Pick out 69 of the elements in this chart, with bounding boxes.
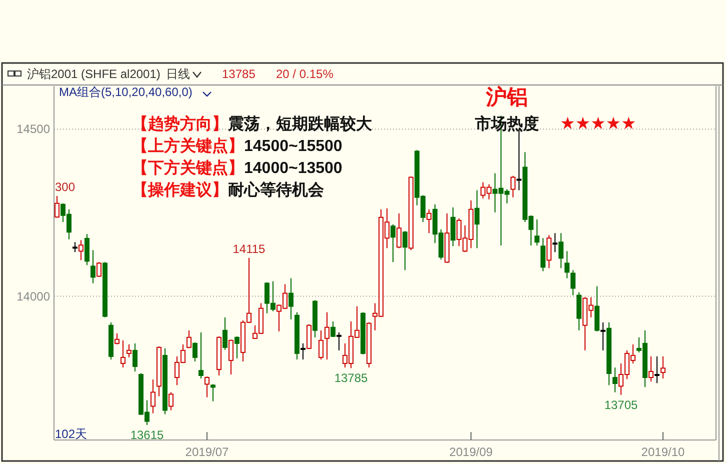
text: 13785: [222, 67, 256, 81]
candlestick: [54, 195, 60, 218]
candlestick: [288, 278, 294, 320]
candlestick: [450, 206, 456, 247]
candlestick: [564, 250, 570, 279]
y-tick-label: 14500: [16, 122, 50, 136]
candlestick: [132, 342, 138, 372]
annotation: MA组合(5,10,20,40,60,0): [59, 85, 192, 99]
candlestick: [330, 320, 336, 338]
annotation: 【操作建议】耐心等待机会: [132, 180, 325, 199]
candlestick: [396, 212, 402, 249]
candlestick: [402, 230, 408, 271]
candlestick: [552, 232, 558, 253]
text: 沪铝2001 (SHFE al2001): [27, 67, 160, 81]
text: 日线: [166, 67, 190, 81]
candlestick: [90, 250, 96, 284]
candlestick: [192, 342, 198, 362]
candlestick: [84, 234, 90, 266]
candlestick: [546, 234, 552, 269]
candlestick: [540, 238, 546, 272]
candlestick: [600, 322, 606, 351]
x-tick-label: 2019/07: [185, 445, 230, 459]
candlestick: [228, 339, 234, 375]
candlestick: [576, 292, 582, 331]
candlestick: [426, 208, 432, 234]
annotation: 13705: [604, 398, 638, 412]
x-tick-label: 2019/09: [449, 445, 494, 459]
candlestick: [186, 330, 192, 349]
y-tick-label: 14000: [16, 289, 50, 304]
candlestick: [324, 312, 330, 360]
candlestick: [114, 332, 120, 345]
candlestick: [72, 242, 78, 253]
annotation: 14115: [232, 242, 266, 256]
candlestick: [204, 376, 210, 398]
annotation: 300: [55, 180, 76, 194]
candlestick: [612, 366, 618, 393]
candlestick: [654, 356, 660, 384]
chart-title: 沪铝: [485, 85, 528, 109]
candlestick: [660, 356, 666, 379]
candlestick: [126, 344, 132, 358]
candlestick: [96, 262, 102, 278]
annotation: 【下方关键点】14000~13500: [132, 158, 342, 177]
annotation: 【趋势方向】震荡，短期跌幅较大: [132, 114, 373, 133]
candlestick: [510, 175, 516, 198]
candlestick: [336, 332, 342, 351]
annotation: 102天: [55, 427, 88, 441]
candlestick: [120, 340, 126, 368]
candlestick: [648, 356, 654, 382]
candlestick: [306, 324, 312, 350]
candlestick: [534, 218, 540, 246]
candlestick: [78, 240, 84, 261]
candlestick: [570, 270, 576, 296]
candlestick: [150, 378, 156, 414]
candlestick: [318, 330, 324, 360]
candlestick: [222, 316, 228, 350]
candlestick: [300, 342, 306, 360]
annotation: ★★★★★: [560, 114, 636, 133]
text: 20 / 0.15%: [276, 67, 334, 81]
candlestick: [558, 232, 564, 269]
x-tick-label: 2019/10: [641, 445, 686, 459]
annotation: 【上方关键点】14500~15500: [132, 136, 342, 155]
candlestick: [168, 392, 174, 411]
candlestick: [474, 190, 480, 249]
annotation: 13785: [334, 371, 368, 386]
candlestick: [234, 336, 240, 359]
annotation: 13615: [130, 428, 164, 442]
candlestick: [210, 384, 216, 402]
candlestick: [198, 332, 204, 379]
candlestick: [390, 224, 396, 263]
